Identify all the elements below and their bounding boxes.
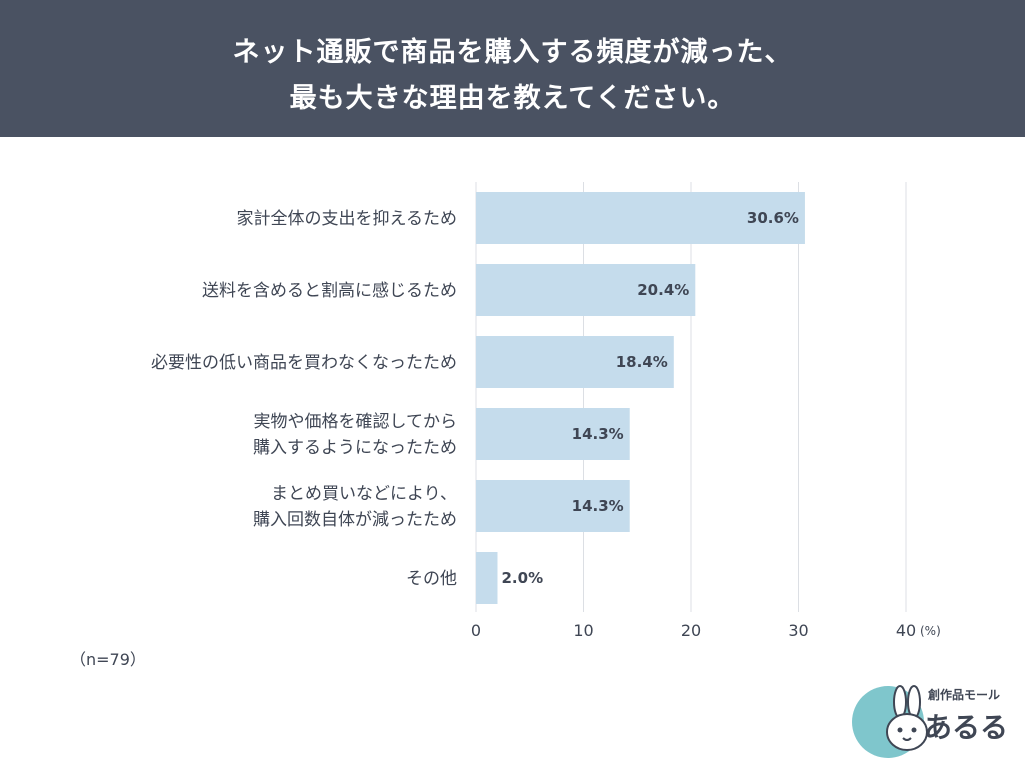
x-tick-label: 30 [788,621,808,640]
x-unit-label: (%) [920,624,941,638]
title-banner: ネット通販で商品を購入する頻度が減った、 最も大きな理由を教えてください。 [0,0,1025,137]
bar [476,552,498,604]
bar [476,192,805,244]
bar [476,408,630,460]
x-tick-label: 40 [896,621,916,640]
x-tick-label: 20 [681,621,701,640]
bar-value-label: 14.3% [572,497,624,515]
bar [476,264,696,316]
bar [476,336,674,388]
logo-wordmark: あるる [924,711,1009,744]
bar-value-label: 18.4% [616,353,668,371]
title-line-1: ネット通販で商品を購入する頻度が減った、 [232,37,793,68]
category-label: 購入するようになったため [253,438,457,458]
brand-logo: 創作品モール あるる [850,680,1008,760]
category-label: その他 [406,569,457,589]
rabbit-badge-icon [852,685,928,758]
logo-tagline: 創作品モール [928,688,1001,702]
x-tick-label: 0 [471,621,481,640]
x-tick-label: 10 [573,621,593,640]
category-label: 購入回数自体が減ったため [253,510,457,530]
bar-value-label: 14.3% [572,425,624,443]
title-line-2: 最も大きな理由を教えてください。 [289,83,736,114]
category-label: 家計全体の支出を抑えるため [237,209,458,229]
bar-chart: 0 10 20 30 40 (%) 30.6% 家計全体の支出を抑えるため 20.4% 送料を含め… [151,182,941,640]
category-label: 送料を含めると割高に感じるため [202,281,457,301]
bar-value-label: 2.0% [502,569,544,587]
category-label: 必要性の低い商品を買わなくなったため [151,353,457,373]
bar [476,480,630,532]
bar-value-label: 20.4% [637,281,689,299]
bar-value-label: 30.6% [747,209,799,227]
category-label: まとめ買いなどにより、 [271,484,457,504]
sample-size-note: （n=79） [70,650,146,669]
category-label: 実物や価格を確認してから [254,412,458,432]
